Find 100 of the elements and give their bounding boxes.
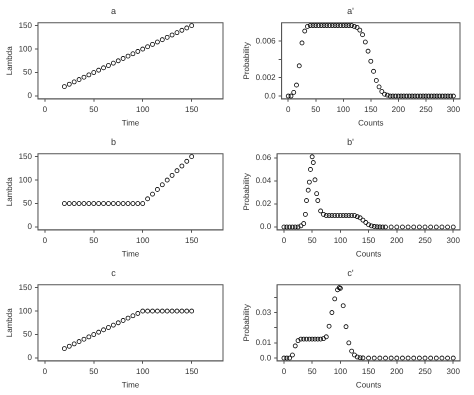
point bbox=[66, 82, 72, 87]
point bbox=[91, 332, 96, 337]
point bbox=[126, 54, 130, 59]
x-tick-label: 150 bbox=[184, 236, 199, 245]
x-axis-title: Time bbox=[122, 118, 140, 128]
point bbox=[318, 336, 324, 342]
x-tick-label: 50 bbox=[89, 366, 99, 376]
point bbox=[296, 338, 300, 344]
point bbox=[434, 224, 439, 230]
y-tick-label: 50 bbox=[23, 198, 32, 208]
y-tick-label: 0.0 bbox=[264, 91, 276, 100]
y-axis-title: Lambda bbox=[5, 46, 14, 76]
point bbox=[160, 308, 165, 314]
point bbox=[106, 63, 111, 68]
x-tick-label: 50 bbox=[308, 236, 318, 245]
point bbox=[372, 224, 377, 229]
x-tick-label: 0 bbox=[282, 236, 287, 245]
point bbox=[372, 356, 377, 360]
point bbox=[120, 201, 126, 206]
point bbox=[110, 60, 116, 66]
point bbox=[400, 356, 405, 360]
x-tick-label: 100 bbox=[334, 236, 348, 245]
point bbox=[174, 30, 180, 36]
point bbox=[400, 224, 405, 230]
point bbox=[135, 311, 140, 316]
y-tick-label: 0.04 bbox=[256, 176, 272, 186]
x-tick-label: 200 bbox=[390, 366, 404, 376]
point bbox=[363, 220, 368, 225]
point bbox=[145, 308, 150, 314]
chart-title: a' bbox=[347, 6, 354, 16]
point bbox=[422, 356, 428, 360]
point bbox=[101, 201, 106, 206]
point bbox=[394, 224, 400, 230]
point bbox=[62, 201, 67, 206]
point bbox=[91, 201, 96, 206]
y-axis-title: Lambda bbox=[5, 176, 14, 206]
point bbox=[340, 213, 346, 218]
point bbox=[116, 320, 121, 326]
point bbox=[179, 308, 184, 314]
point bbox=[101, 65, 106, 70]
x-axis-title: Time bbox=[122, 380, 140, 390]
x-tick-label: 50 bbox=[311, 104, 321, 114]
y-tick-label: 0.002 bbox=[256, 72, 276, 82]
point bbox=[326, 213, 332, 218]
point bbox=[344, 213, 348, 218]
point bbox=[354, 214, 360, 220]
y-tick-label: 0 bbox=[27, 353, 32, 362]
point bbox=[321, 336, 326, 342]
point bbox=[308, 167, 313, 172]
point bbox=[160, 182, 165, 188]
point bbox=[306, 188, 311, 193]
point bbox=[82, 201, 86, 206]
y-tick-label: 100 bbox=[18, 306, 32, 316]
point bbox=[130, 201, 136, 206]
point bbox=[150, 192, 155, 197]
point bbox=[366, 356, 371, 360]
y-tick-label: 0.006 bbox=[256, 36, 276, 46]
point bbox=[292, 224, 298, 230]
x-axis-title: Time bbox=[122, 249, 140, 258]
point bbox=[332, 213, 338, 218]
y-tick-label: 50 bbox=[23, 68, 32, 77]
point bbox=[358, 215, 363, 220]
point bbox=[422, 224, 428, 230]
point bbox=[287, 224, 292, 230]
x-tick-label: 150 bbox=[184, 104, 199, 114]
x-tick-label: 150 bbox=[362, 366, 376, 376]
point bbox=[150, 42, 155, 47]
point bbox=[287, 356, 292, 360]
point bbox=[110, 201, 116, 206]
point bbox=[174, 168, 180, 174]
point bbox=[62, 346, 67, 352]
point bbox=[184, 308, 190, 314]
point bbox=[155, 187, 160, 192]
point bbox=[91, 70, 96, 75]
point bbox=[377, 356, 382, 360]
point bbox=[394, 356, 400, 360]
point bbox=[445, 224, 450, 230]
point bbox=[310, 154, 315, 160]
x-tick-label: 150 bbox=[184, 366, 199, 376]
point bbox=[76, 339, 82, 344]
point bbox=[184, 158, 190, 164]
point bbox=[306, 180, 312, 185]
point bbox=[360, 218, 366, 223]
point bbox=[160, 37, 165, 42]
point bbox=[298, 336, 304, 342]
point bbox=[170, 32, 174, 38]
y-tick-label: 0.0 bbox=[260, 353, 272, 362]
point bbox=[312, 177, 318, 182]
point bbox=[310, 336, 315, 342]
point bbox=[428, 224, 434, 230]
x-tick-label: 250 bbox=[418, 236, 432, 245]
x-tick-label: 150 bbox=[364, 104, 378, 114]
point bbox=[352, 352, 357, 358]
point bbox=[298, 223, 304, 228]
point bbox=[338, 213, 343, 218]
point bbox=[82, 74, 86, 80]
point bbox=[369, 223, 374, 228]
chart-title: c bbox=[111, 268, 116, 278]
point bbox=[301, 336, 306, 342]
point bbox=[306, 336, 312, 342]
